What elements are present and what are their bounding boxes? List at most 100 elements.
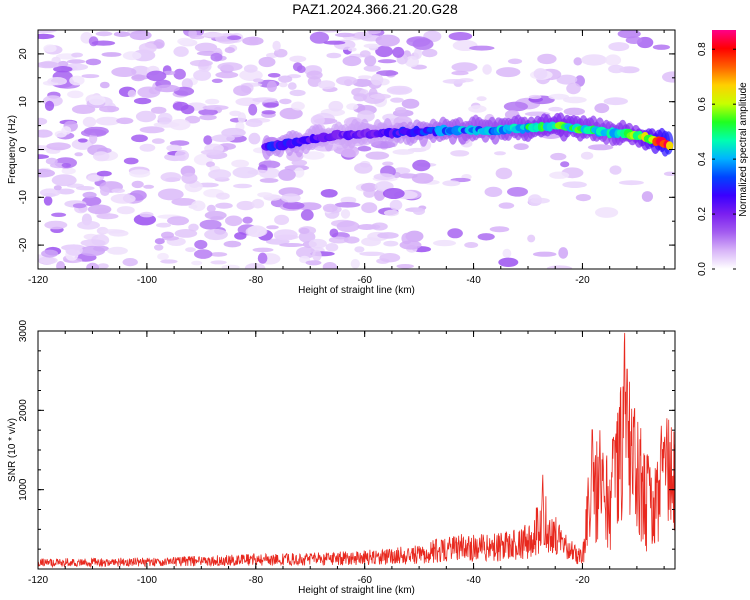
noise-blob (503, 101, 528, 112)
noise-blob (257, 192, 273, 198)
plot-background (38, 331, 675, 569)
noise-blob (91, 40, 116, 46)
noise-blob (291, 159, 308, 166)
noise-blob (412, 207, 425, 215)
noise-blob (205, 98, 220, 105)
noise-blob (211, 134, 235, 143)
spectrogram-x-axis-label: Height of straight line (km) (298, 285, 415, 296)
noise-blob (357, 110, 375, 122)
spectrogram-y-axis-label: Frequency (Hz) (7, 115, 18, 184)
noise-blob (442, 79, 467, 84)
noise-blob (133, 97, 152, 105)
noise-blob (340, 209, 351, 219)
noise-blob (662, 71, 675, 83)
noise-blob (350, 258, 360, 269)
colorbar-tick-label: 0.2 (697, 207, 708, 221)
noise-blob (354, 246, 365, 253)
noise-blob (382, 161, 394, 167)
noise-blob (174, 229, 198, 238)
noise-blob (248, 132, 261, 145)
noise-blob (323, 40, 346, 45)
noise-blob (223, 240, 242, 248)
noise-blob (267, 73, 281, 78)
snr-y-axis-label: SNR (10 * v/v) (7, 418, 18, 482)
noise-blob (278, 168, 296, 181)
noise-blob (146, 70, 167, 82)
noise-blob (161, 231, 174, 239)
noise-blob (382, 188, 405, 199)
noise-blob (502, 248, 512, 258)
noise-blob (392, 149, 415, 155)
noise-blob (279, 98, 292, 105)
noise-blob (221, 264, 240, 269)
noise-blob (352, 78, 373, 88)
snr-x-tick-label: -120 (28, 575, 48, 586)
noise-blob (245, 118, 263, 128)
noise-blob (229, 110, 242, 117)
noise-blob (160, 259, 178, 264)
noise-blob (123, 157, 139, 165)
noise-blob (199, 114, 217, 121)
noise-blob (71, 104, 96, 115)
noise-blob (363, 43, 381, 49)
noise-blob (278, 75, 293, 83)
noise-blob (300, 209, 314, 221)
noise-blob (191, 260, 203, 266)
noise-blob (154, 244, 164, 251)
noise-blob (166, 144, 182, 152)
noise-blob (227, 35, 242, 40)
noise-blob (44, 220, 68, 230)
noise-blob (71, 52, 83, 58)
noise-blob (587, 144, 614, 151)
noise-blob (401, 98, 420, 109)
snr-series (38, 332, 675, 569)
noise-blob (468, 105, 487, 113)
noise-blob (194, 239, 208, 250)
noise-blob (150, 106, 167, 114)
noise-blob (194, 42, 218, 53)
noise-blob (216, 192, 230, 200)
noise-blob (139, 143, 156, 152)
noise-blob (375, 45, 393, 58)
noise-blob (365, 151, 390, 160)
noise-blob (451, 62, 478, 72)
noise-blob (291, 101, 305, 111)
noise-blob (347, 47, 357, 52)
noise-blob (199, 219, 222, 230)
noise-blob (537, 53, 557, 65)
noise-blob (609, 165, 622, 175)
noise-blob (507, 187, 528, 197)
noise-blob (92, 151, 110, 162)
noise-blob (358, 75, 372, 80)
noise-blob (558, 247, 569, 259)
noise-blob (278, 81, 288, 88)
snr-panel: -120 -100 -80 -60 -40 -20 1000 2000 3000 Height o… (7, 319, 676, 596)
noise-blob (111, 188, 125, 194)
noise-blob (298, 226, 317, 235)
noise-blob (342, 55, 362, 67)
noise-blob (38, 131, 51, 137)
noise-blob (507, 58, 523, 65)
noise-blob (451, 70, 469, 76)
noise-blob (87, 174, 100, 182)
noise-blob (38, 33, 55, 40)
noise-blob (185, 115, 201, 124)
noise-blob (171, 198, 197, 206)
snr-y-tick-label: 1000 (18, 478, 29, 501)
noise-blob (373, 173, 395, 181)
noise-blob (257, 252, 268, 264)
noise-blob (495, 167, 513, 180)
spectrogram-y-tick-label: -10 (18, 190, 29, 205)
noise-blob (383, 209, 399, 217)
noise-blob (79, 245, 106, 257)
noise-blob (652, 44, 671, 50)
colorbar-tick-label: 0.8 (697, 42, 708, 56)
colorbar-tick-label: 0.6 (697, 97, 708, 111)
noise-blob (368, 224, 381, 230)
noise-blob (53, 185, 62, 191)
noise-blob (233, 183, 253, 189)
noise-blob (208, 169, 232, 180)
noise-blob (43, 196, 53, 206)
spectrogram-x-tick-label: -100 (137, 275, 157, 286)
